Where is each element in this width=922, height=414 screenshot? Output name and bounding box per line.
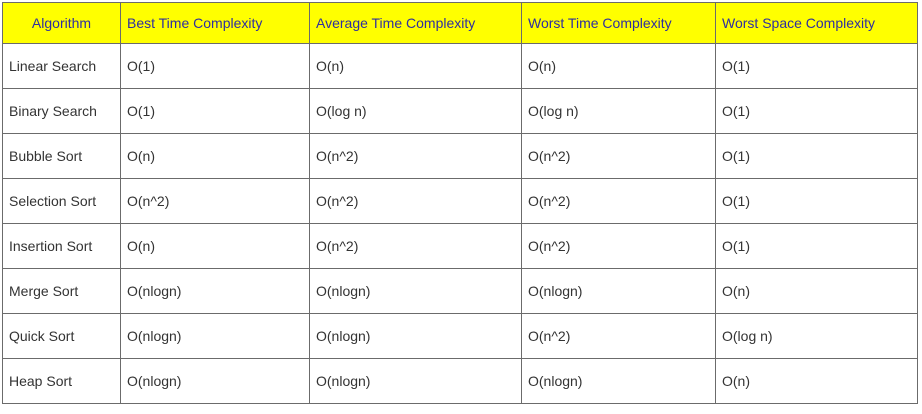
cell-worst-time: O(nlogn) (521, 268, 716, 314)
complexity-table: Algorithm Best Time Complexity Average T… (2, 2, 918, 404)
cell-average-time: O(nlogn) (309, 313, 522, 359)
cell-best-time: O(n^2) (120, 178, 310, 224)
cell-worst-space: O(1) (715, 43, 918, 89)
table-row: Heap Sort O(nlogn) O(nlogn) O(nlogn) O(n… (2, 358, 918, 404)
cell-worst-time: O(n) (521, 43, 716, 89)
cell-algorithm: Selection Sort (2, 178, 121, 224)
table-header: Algorithm Best Time Complexity Average T… (2, 2, 918, 44)
cell-best-time: O(1) (120, 88, 310, 134)
cell-worst-space: O(1) (715, 133, 918, 179)
cell-worst-time: O(n^2) (521, 178, 716, 224)
table-row: Selection Sort O(n^2) O(n^2) O(n^2) O(1) (2, 178, 918, 224)
header-worst-space: Worst Space Complexity (715, 2, 918, 44)
table-row: Quick Sort O(nlogn) O(nlogn) O(n^2) O(lo… (2, 313, 918, 359)
header-algorithm: Algorithm (2, 2, 121, 44)
cell-average-time: O(n) (309, 43, 522, 89)
table-row: Bubble Sort O(n) O(n^2) O(n^2) O(1) (2, 133, 918, 179)
cell-worst-time: O(nlogn) (521, 358, 716, 404)
table-row: Insertion Sort O(n) O(n^2) O(n^2) O(1) (2, 223, 918, 269)
cell-average-time: O(n^2) (309, 223, 522, 269)
cell-average-time: O(nlogn) (309, 358, 522, 404)
cell-worst-space: O(n) (715, 268, 918, 314)
cell-algorithm: Quick Sort (2, 313, 121, 359)
cell-worst-space: O(1) (715, 88, 918, 134)
cell-algorithm: Bubble Sort (2, 133, 121, 179)
cell-best-time: O(n) (120, 223, 310, 269)
cell-worst-space: O(log n) (715, 313, 918, 359)
cell-best-time: O(nlogn) (120, 358, 310, 404)
table-row: Merge Sort O(nlogn) O(nlogn) O(nlogn) O(… (2, 268, 918, 314)
table-row: Binary Search O(1) O(log n) O(log n) O(1… (2, 88, 918, 134)
cell-worst-time: O(n^2) (521, 133, 716, 179)
cell-algorithm: Heap Sort (2, 358, 121, 404)
cell-worst-time: O(n^2) (521, 223, 716, 269)
cell-best-time: O(nlogn) (120, 268, 310, 314)
cell-average-time: O(log n) (309, 88, 522, 134)
table-row: Linear Search O(1) O(n) O(n) O(1) (2, 43, 918, 89)
header-row: Algorithm Best Time Complexity Average T… (2, 2, 918, 44)
header-average-time: Average Time Complexity (309, 2, 522, 44)
cell-best-time: O(nlogn) (120, 313, 310, 359)
cell-worst-space: O(1) (715, 178, 918, 224)
cell-worst-space: O(n) (715, 358, 918, 404)
header-worst-time: Worst Time Complexity (521, 2, 716, 44)
cell-algorithm: Binary Search (2, 88, 121, 134)
cell-best-time: O(n) (120, 133, 310, 179)
table-body: Linear Search O(1) O(n) O(n) O(1) Binary… (2, 43, 918, 404)
cell-average-time: O(n^2) (309, 133, 522, 179)
cell-algorithm: Linear Search (2, 43, 121, 89)
cell-best-time: O(1) (120, 43, 310, 89)
cell-worst-space: O(1) (715, 223, 918, 269)
cell-algorithm: Insertion Sort (2, 223, 121, 269)
cell-average-time: O(nlogn) (309, 268, 522, 314)
cell-worst-time: O(n^2) (521, 313, 716, 359)
cell-worst-time: O(log n) (521, 88, 716, 134)
header-best-time: Best Time Complexity (120, 2, 310, 44)
cell-average-time: O(n^2) (309, 178, 522, 224)
cell-algorithm: Merge Sort (2, 268, 121, 314)
